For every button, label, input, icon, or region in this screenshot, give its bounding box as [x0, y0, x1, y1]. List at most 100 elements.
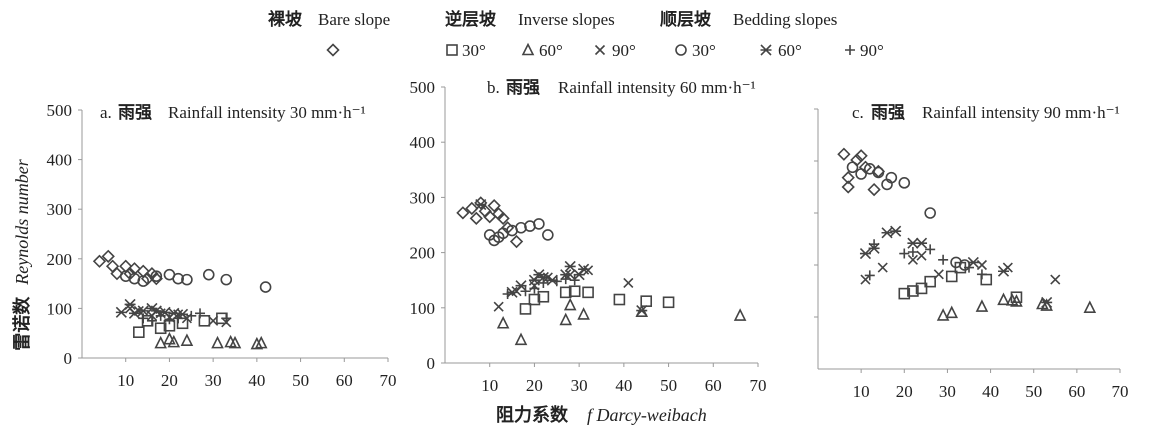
legend-marker-diamond	[326, 43, 340, 57]
panel-a-x-tick-label: 70	[380, 371, 397, 390]
panel-b-y-tick-label: 300	[410, 188, 436, 207]
panel-c-title-cn: 雨强	[871, 103, 905, 122]
panel-c-x-tick-label: 30	[939, 382, 956, 401]
panel-a-x-tick-label: 10	[117, 371, 134, 390]
panel-c-point-cross	[916, 250, 927, 261]
panel-a-title-en: Rainfall intensity 30 mm·h⁻¹	[168, 103, 366, 122]
panel-c-title-en: Rainfall intensity 90 mm·h⁻¹	[922, 103, 1120, 122]
panel-c-point-plus	[924, 243, 936, 256]
panel-c-point-circle	[924, 207, 936, 219]
panel-b: b. 雨强 Rainfall intensity 60 mm·h⁻¹ 0 100 2…	[410, 78, 767, 395]
legend-marker-triangle	[522, 43, 534, 56]
legend-entries: 30° 60° 90° 30° 60° 90°	[326, 41, 884, 60]
legend-marker-plus	[844, 44, 856, 56]
panel-c-x-tick-label: 40	[982, 382, 999, 401]
panel-a-point-triangle	[181, 334, 193, 346]
panel-c-point-asterisk	[889, 225, 902, 237]
panel-c-x-tick-label: 60	[1068, 382, 1085, 401]
panel-b-title-en: Rainfall intensity 60 mm·h⁻¹	[558, 78, 756, 97]
panel-b-point-triangle	[497, 316, 509, 329]
panel-a-y-tick-label: 300	[47, 200, 73, 219]
legend-label-asterisk: 60°	[778, 41, 802, 60]
panel-c-point-cross	[877, 262, 889, 273]
legend-group-bare-cn: 裸坡	[268, 9, 302, 29]
panel-b-point-square	[662, 296, 675, 309]
panel-b-y-tick-label: 400	[410, 133, 436, 152]
x-axis-title-cn: 阻力系数	[496, 404, 569, 425]
panel-b-point-diamond	[469, 212, 483, 225]
panel-a-point-square	[133, 326, 145, 339]
panel-a-x-tick-label: 50	[292, 371, 309, 390]
panel-a-point-circle	[259, 281, 272, 293]
legend-marker-cross	[594, 44, 606, 56]
panel-c-x-tick-label: 70	[1112, 382, 1129, 401]
panel-a-point-circle	[220, 273, 233, 286]
panel-b-point-plus	[550, 275, 563, 288]
panel-b-point-triangle	[564, 298, 577, 311]
panel-a-x-tick-label: 60	[336, 371, 353, 390]
legend-label-square: 30°	[462, 41, 486, 60]
panel-b-point-square	[640, 295, 653, 307]
legend-marker-asterisk	[759, 44, 773, 56]
x-axis-title-en: f Darcy-weibach	[587, 405, 707, 425]
panel-c-point-triangle	[997, 293, 1010, 306]
panel-c-point-cross	[933, 269, 945, 280]
panel-b-point-triangle	[734, 309, 746, 321]
panel-c-point-cross	[1049, 274, 1061, 285]
panel-b-point-asterisk	[577, 263, 590, 275]
panel-a-point-triangle	[211, 336, 224, 349]
legend-label-plus: 90°	[860, 41, 884, 60]
panel-a-y-tick-label: 400	[47, 151, 73, 170]
panel-b-point-triangle	[577, 308, 590, 320]
panel-b-y-tick-label: 100	[410, 299, 436, 318]
panel-b-point-square	[519, 303, 532, 315]
panel-b-x-tick-label: 50	[660, 376, 677, 395]
panel-c-point-triangle	[945, 306, 958, 319]
panel-b-point-triangle	[515, 333, 527, 346]
panel-b-x-tick-label: 30	[571, 376, 588, 395]
panel-c-x-tick-label: 20	[896, 382, 913, 401]
panel-c-point-triangle	[937, 309, 949, 321]
panel-c-point-diamond	[867, 183, 881, 196]
panel-a-y-tick-label: 0	[64, 349, 73, 368]
panel-b-x-tick-label: 70	[750, 376, 767, 395]
panel-b-x-tick-label: 60	[705, 376, 722, 395]
legend-marker-circle	[675, 44, 687, 56]
panel-a-point-square	[198, 314, 211, 327]
y-axis-title-en: Reynolds number	[12, 158, 32, 285]
panel-b-y-tick-label: 0	[427, 354, 436, 373]
y-axis-title: 雷诺数 Reynolds number	[11, 158, 32, 350]
panel-a-y-tick-label: 200	[47, 250, 73, 269]
panel-b-y-tick-label: 200	[410, 244, 436, 263]
panel-c-x-tick-label: 50	[1025, 382, 1042, 401]
panel-c-point-cross	[860, 274, 871, 285]
panel-a-title-cn: 雨强	[118, 103, 152, 122]
panel-a-y-tick-label: 100	[47, 299, 73, 318]
panel-b-x-tick-label: 10	[481, 376, 498, 395]
panel-a-x-tick-label: 40	[248, 371, 265, 390]
legend-marker-square	[446, 44, 458, 56]
panel-c-point-triangle	[1084, 301, 1096, 313]
panel-a: a. 雨强 Rainfall intensity 30 mm·h⁻¹ 0 100 2…	[47, 101, 397, 390]
panel-c-point-asterisk	[997, 265, 1010, 278]
panel-a-point-plus	[194, 307, 206, 320]
panel-c-point-asterisk	[915, 237, 928, 249]
panel-b-point-triangle	[559, 313, 572, 326]
panel-a-y-tick-label: 500	[47, 101, 73, 120]
panel-b-y-tick-label: 500	[410, 78, 436, 97]
legend: 裸坡 Bare slope 逆层坡 Inverse slopes 顺层坡 Bed…	[268, 9, 884, 60]
panel-c-point-plus	[937, 253, 949, 266]
panel-b-title-prefix: b.	[487, 78, 500, 97]
panel-b-x-tick-label: 20	[526, 376, 543, 395]
panel-a-point-circle	[202, 268, 215, 281]
panel-b-point-square	[582, 286, 594, 299]
legend-group-inverse-en: Inverse slopes	[518, 10, 615, 29]
panel-a-title-prefix: a.	[100, 103, 112, 122]
panel-c-title-prefix: c.	[852, 103, 864, 122]
panel-c-point-circle	[898, 177, 911, 189]
panel-b-x-tick-label: 40	[615, 376, 632, 395]
panel-c-point-plus	[976, 268, 988, 281]
panel-c-point-circle	[846, 161, 859, 174]
legend-group-bedding-cn: 顺层坡	[660, 9, 711, 29]
